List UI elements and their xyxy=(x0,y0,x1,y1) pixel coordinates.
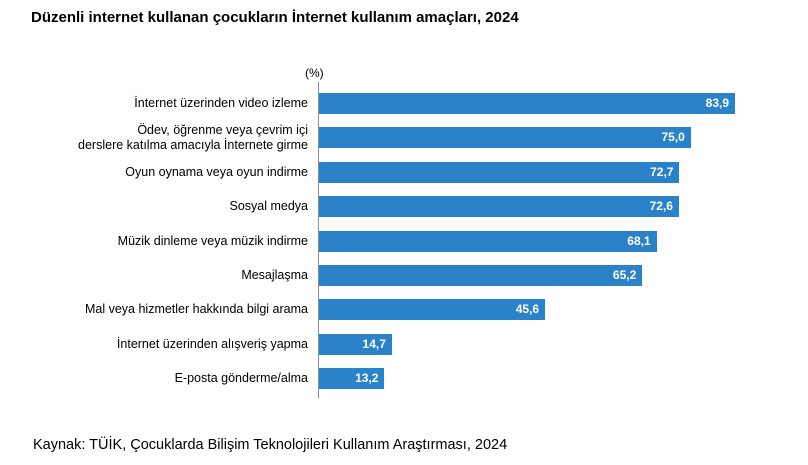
category-label: İnternet üzerinden alışveriş yapma xyxy=(116,336,308,351)
data-label: 13,2 xyxy=(355,371,379,386)
data-label: 83,9 xyxy=(705,96,729,110)
chart-title: Düzenli internet kullanan çocukların İnt… xyxy=(31,9,519,26)
bar: 45,6 xyxy=(319,299,546,321)
category-label: İnternet üzerinden video izleme xyxy=(134,96,308,110)
bar: 68,1 xyxy=(319,230,657,252)
unit-label: (%) xyxy=(305,66,324,80)
bar: 83,9 xyxy=(319,93,735,114)
bar: 72,6 xyxy=(319,196,679,218)
data-label: 72,6 xyxy=(649,199,673,214)
source-note: Kaynak: TÜİK, Çocuklarda Bilişim Teknolo… xyxy=(33,437,508,453)
bar: 65,2 xyxy=(319,265,643,286)
data-label: 65,2 xyxy=(612,268,637,282)
category-label: Oyun oynama veya oyun indirme xyxy=(125,164,308,179)
data-label: 14,7 xyxy=(362,336,386,351)
data-label: 45,6 xyxy=(515,302,540,317)
data-label: 72,7 xyxy=(650,164,674,179)
category-axis-line xyxy=(318,82,319,398)
bar: 13,2 xyxy=(319,368,385,390)
bar: 72,7 xyxy=(319,161,680,183)
category-label: Mesajlaşma xyxy=(241,268,308,282)
category-label: Müzik dinleme veya müzik indirme xyxy=(117,233,308,248)
data-label: 75,0 xyxy=(661,130,685,145)
category-label: Mal veya hizmetler hakkında bilgi arama xyxy=(84,302,308,317)
bar: 75,0 xyxy=(319,127,691,149)
bar: 14,7 xyxy=(319,333,392,355)
category-label: E-posta gönderme/alma xyxy=(174,371,308,386)
category-label: Ödev, öğrenme veya çevrim içi derslere k… xyxy=(78,122,308,152)
data-label: 68,1 xyxy=(627,233,651,248)
category-label: Sosyal medya xyxy=(229,199,308,214)
